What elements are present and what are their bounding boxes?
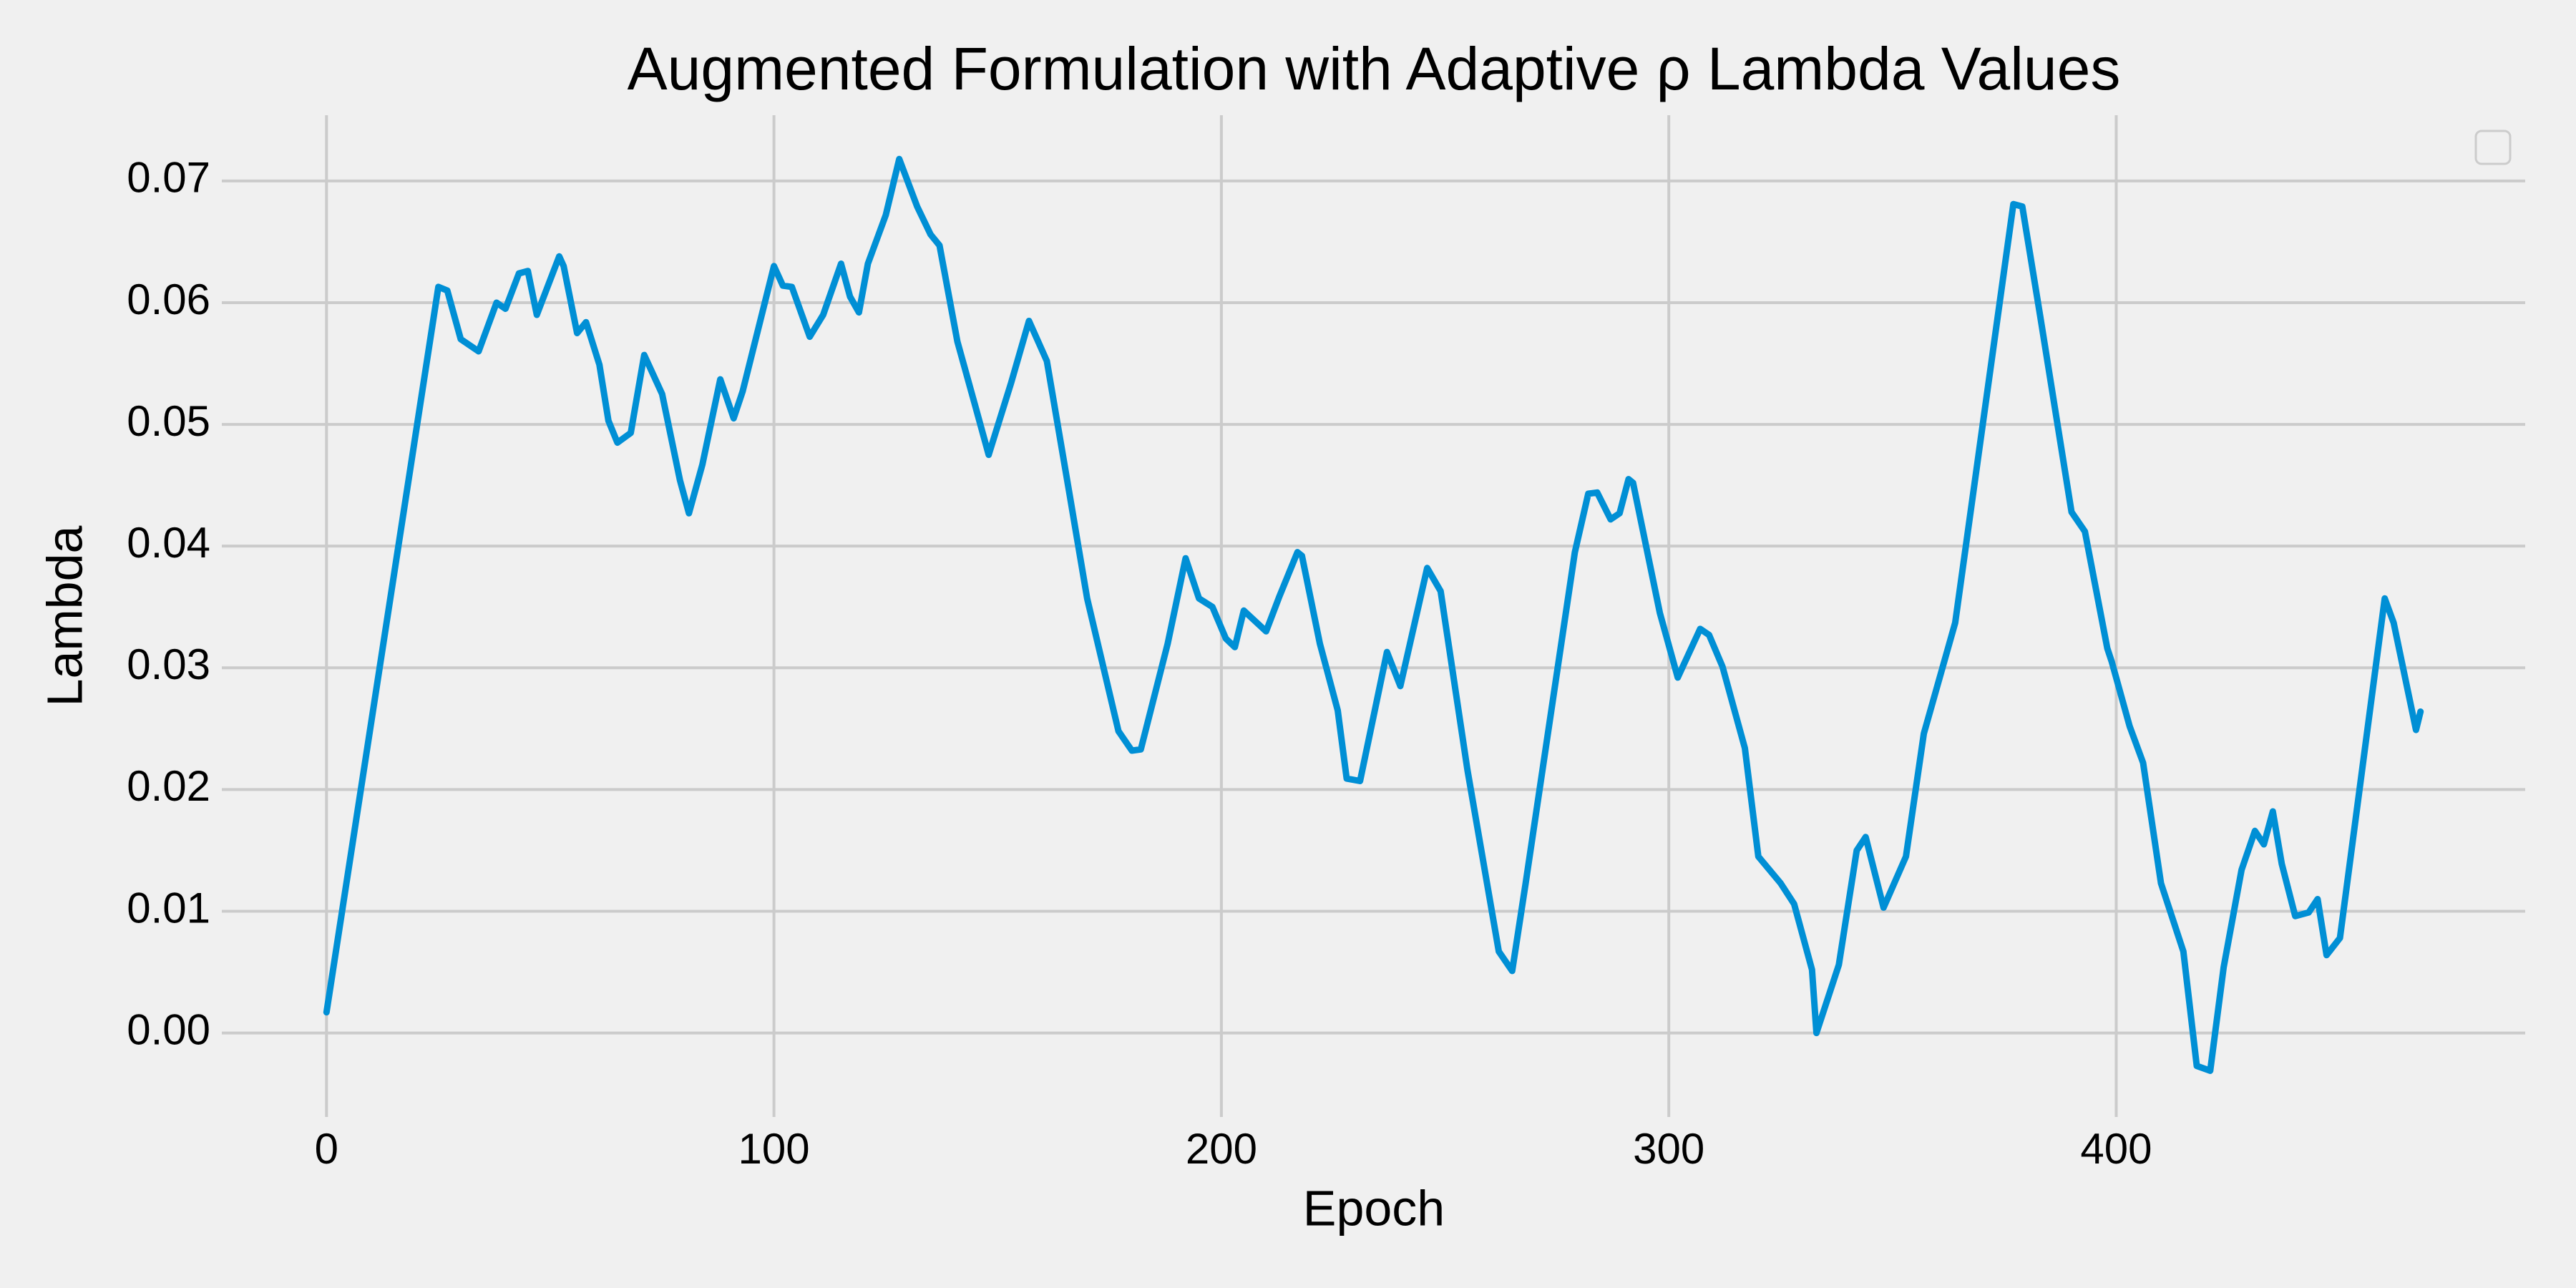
- y-tick-label: 0.01: [127, 884, 210, 932]
- y-tick-label: 0.05: [127, 397, 210, 445]
- x-axis-label: Epoch: [1303, 1180, 1445, 1236]
- y-tick-label: 0.03: [127, 640, 210, 688]
- y-tick-label: 0.00: [127, 1005, 210, 1053]
- y-tick-label: 0.07: [127, 154, 210, 202]
- y-tick-label: 0.04: [127, 519, 210, 567]
- data-line: [323, 155, 2424, 1074]
- y-tick-label: 0.02: [127, 762, 210, 810]
- x-tick-label: 400: [2080, 1125, 2152, 1173]
- legend-box: [2474, 130, 2512, 165]
- x-tick-label: 200: [1186, 1125, 1257, 1173]
- y-tick-label: 0.06: [127, 275, 210, 323]
- x-tick-label: 300: [1633, 1125, 1704, 1173]
- chart-title: Augmented Formulation with Adaptive ρ La…: [628, 35, 2121, 102]
- x-tick-label: 0: [315, 1125, 338, 1173]
- y-axis-label: Lambda: [36, 525, 92, 706]
- x-tick-label: 100: [738, 1125, 810, 1173]
